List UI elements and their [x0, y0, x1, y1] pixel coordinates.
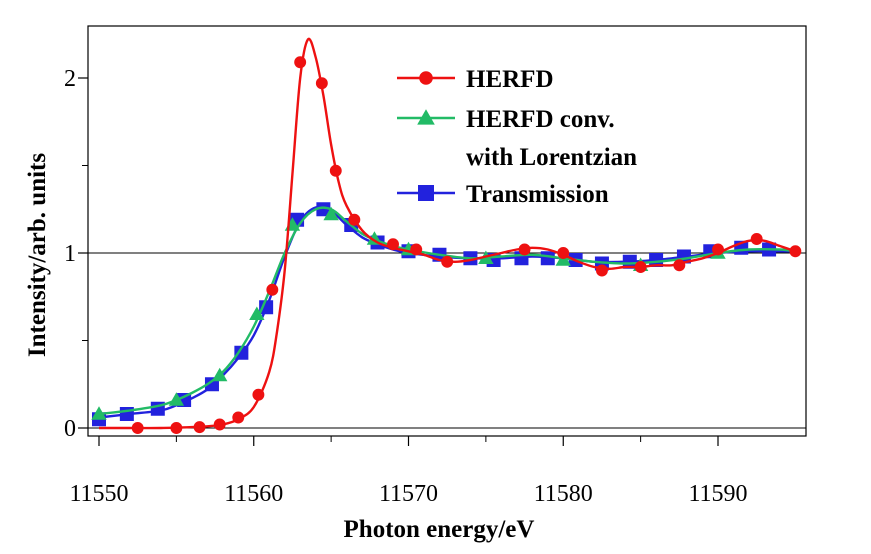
data-point	[193, 421, 206, 434]
data-point	[419, 71, 433, 85]
series-line	[98, 206, 796, 416]
data-point	[232, 411, 245, 424]
x-tick-label: 11580	[534, 481, 593, 507]
legend-item: Transmission	[397, 181, 609, 208]
y-axis-title: Intensity/arb. units	[24, 153, 51, 357]
legend-label: Transmission	[466, 181, 609, 208]
x-axis-title: Photon energy/eV	[344, 516, 535, 543]
data-point	[234, 345, 249, 360]
data-point	[212, 367, 228, 382]
data-point	[417, 109, 435, 125]
x-tick-label: 11560	[224, 481, 283, 507]
data-point	[557, 247, 570, 259]
data-point	[634, 261, 647, 273]
plot-frame	[87, 25, 807, 437]
data-point	[131, 422, 144, 434]
data-point	[259, 300, 274, 315]
data-point	[323, 206, 339, 221]
data-point	[249, 306, 265, 321]
legend-label: with Lorentzian	[466, 144, 637, 171]
data-point	[712, 243, 724, 256]
x-tick-label: 11570	[379, 481, 438, 507]
legend-label: HERFD	[466, 66, 554, 93]
data-point	[170, 422, 183, 434]
data-point	[315, 77, 328, 90]
y-tick-label: 2	[64, 66, 76, 92]
x-axis: 11550 11560 11570 11580 11590	[69, 436, 748, 507]
data-point	[410, 243, 423, 256]
legend-label: HERFD conv.	[466, 106, 615, 133]
legend-item: HERFD	[397, 66, 554, 93]
x-tick-label: 11550	[69, 481, 128, 507]
data-point	[366, 231, 383, 245]
y-axis: 0 1 2	[64, 66, 88, 442]
data-point	[789, 245, 802, 258]
data-point	[266, 283, 279, 296]
data-point	[750, 233, 763, 245]
data-point	[540, 251, 555, 266]
data-point	[555, 252, 571, 266]
legend: HERFD HERFD conv. with Lorentzian Transmiss…	[397, 66, 637, 208]
data-point	[348, 213, 361, 226]
data-point	[387, 238, 399, 251]
data-point	[595, 264, 608, 277]
series-transmission	[92, 202, 796, 427]
data-point	[518, 243, 531, 256]
series-herfd	[99, 37, 802, 434]
legend-item: HERFD conv. with Lorentzian	[397, 106, 637, 171]
data-point	[441, 255, 454, 268]
y-tick-label: 1	[64, 241, 76, 267]
data-point	[294, 56, 307, 69]
data-point	[329, 164, 342, 177]
data-point	[316, 202, 331, 217]
reference-lines	[88, 252, 806, 429]
series-layer	[91, 37, 802, 434]
data-point	[673, 259, 686, 272]
data-point	[418, 185, 434, 201]
data-point	[91, 406, 107, 420]
data-point	[622, 254, 637, 269]
data-point	[649, 253, 664, 267]
data-point	[252, 388, 265, 401]
y-tick-label: 0	[64, 416, 76, 442]
series-line	[99, 37, 796, 430]
data-point	[213, 418, 226, 431]
x-tick-label: 11590	[688, 481, 747, 507]
series-herfd-conv-with-lorentzian	[91, 206, 796, 420]
data-point	[168, 392, 185, 406]
